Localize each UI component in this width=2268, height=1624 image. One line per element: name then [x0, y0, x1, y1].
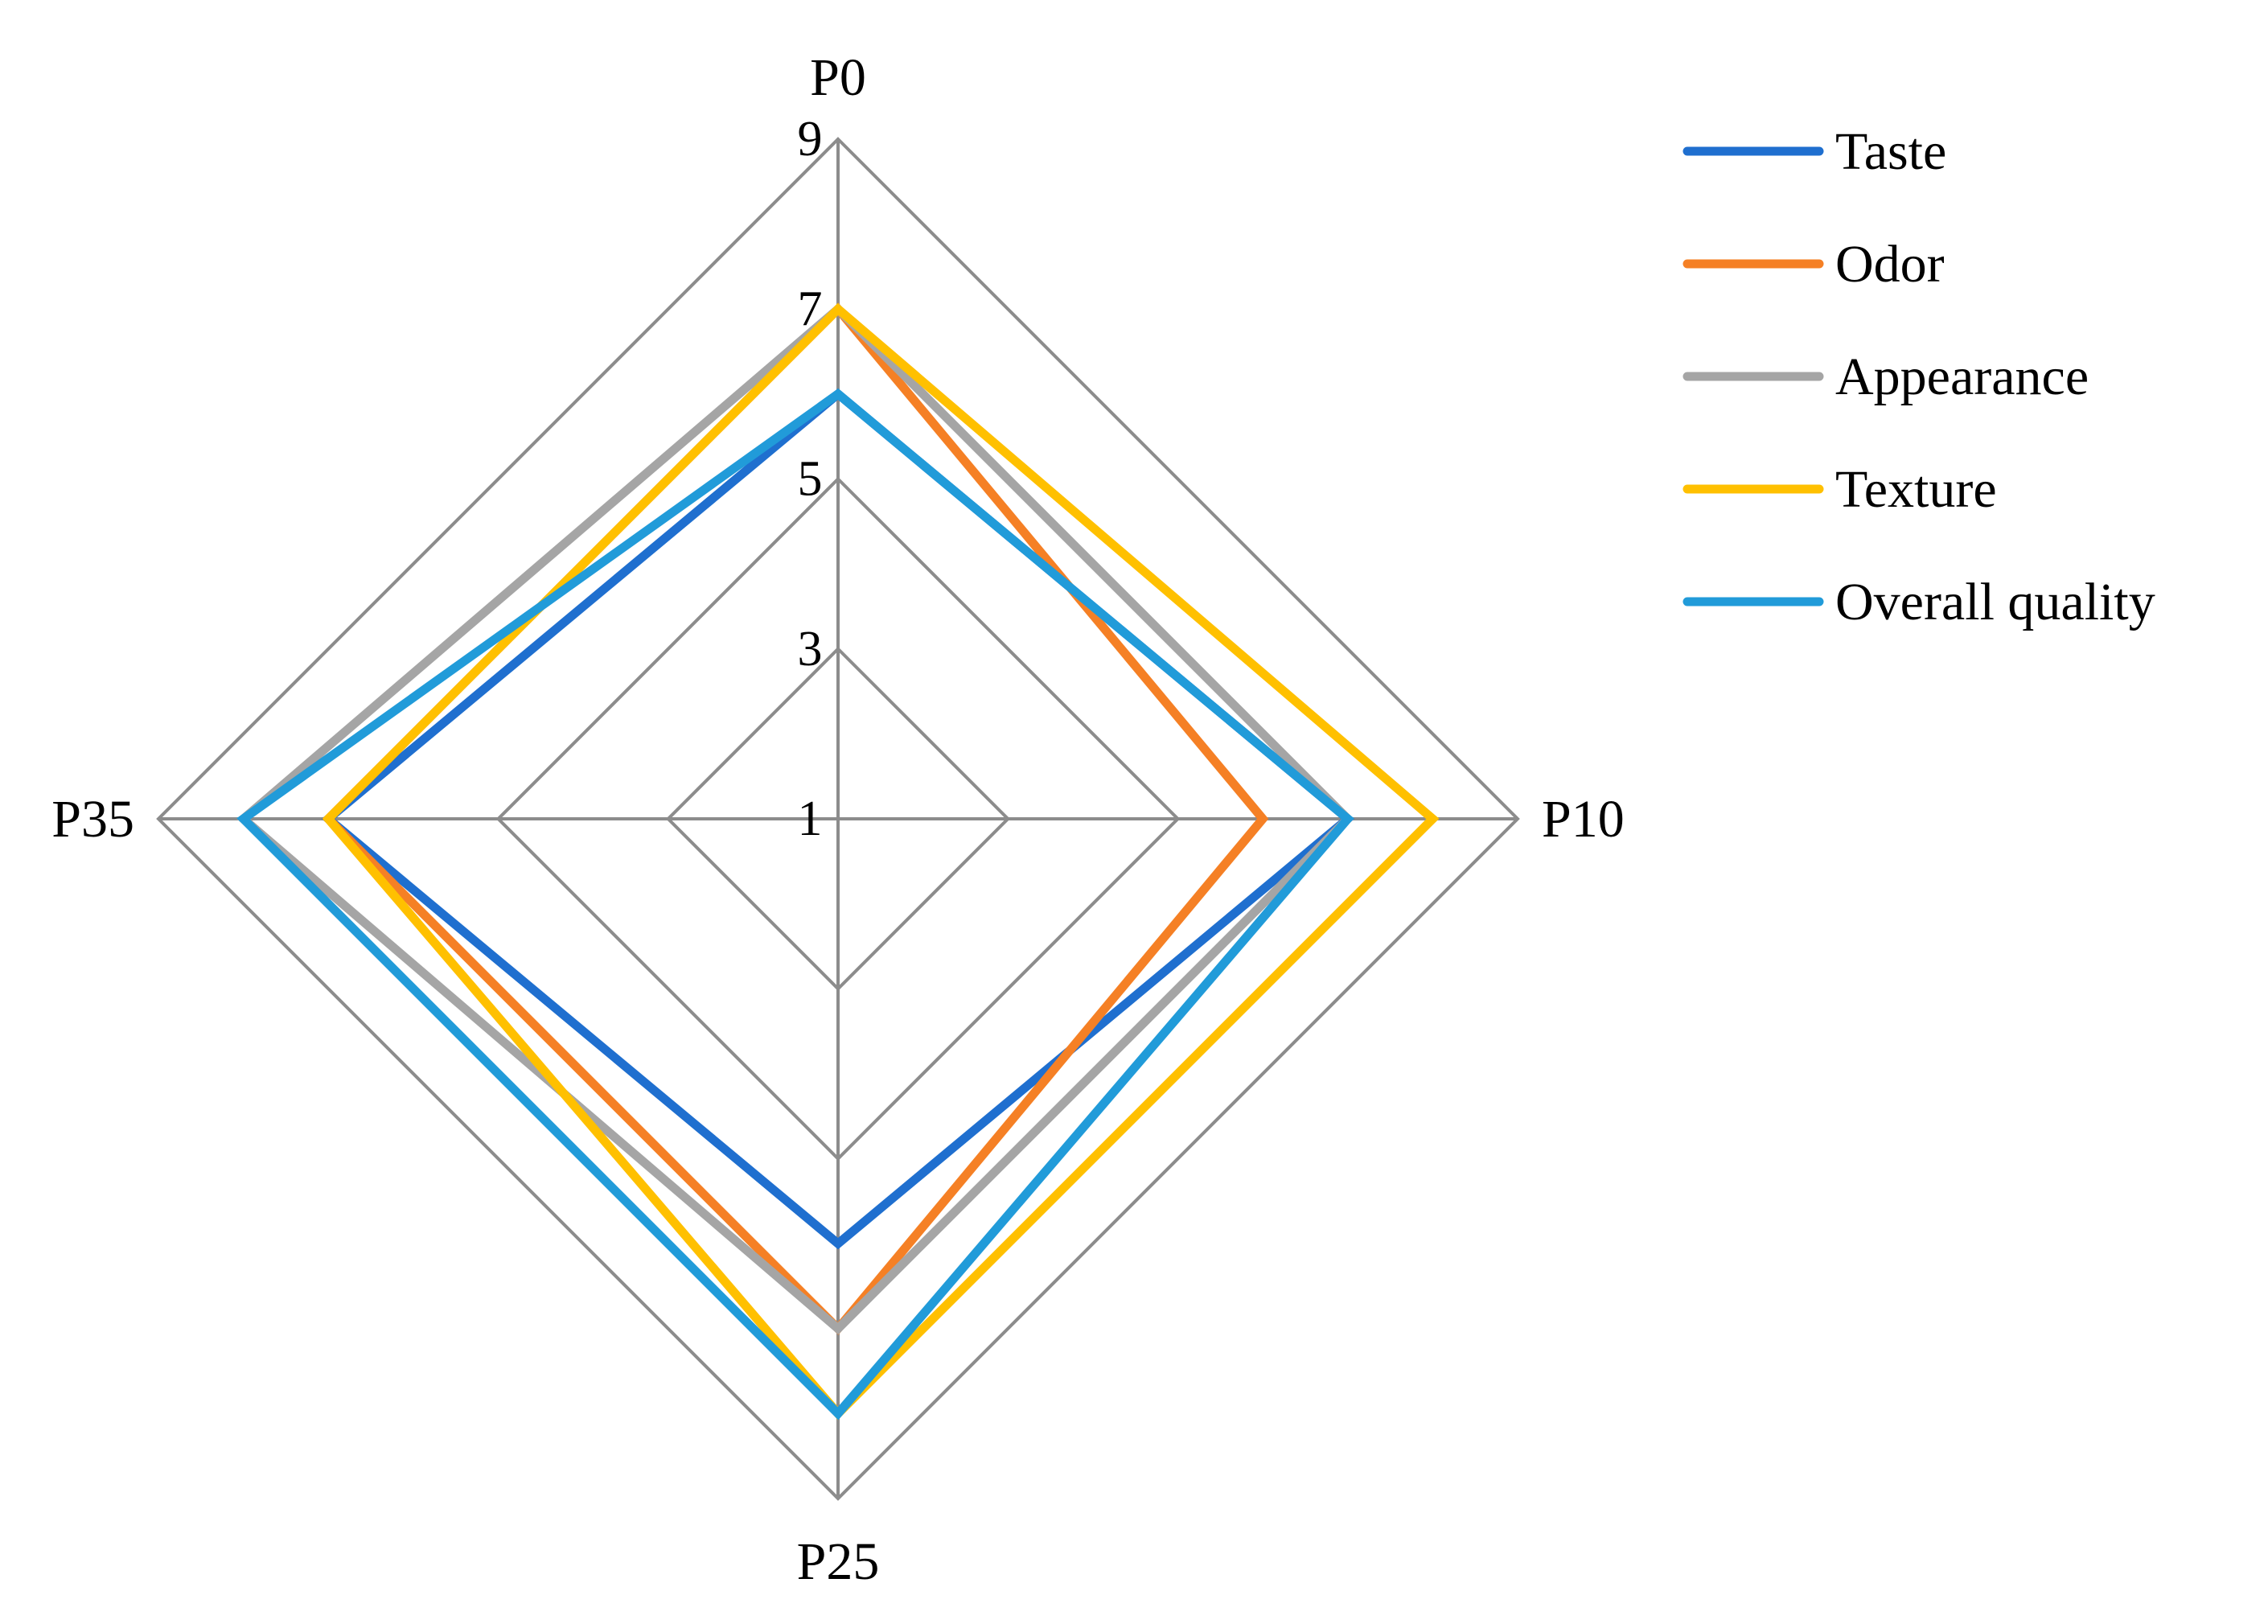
axis-label-p25: P25	[797, 1532, 880, 1591]
legend-label-appearance: Appearance	[1835, 347, 2089, 406]
tick-label-3: 3	[798, 622, 823, 676]
radar-series	[236, 302, 1440, 1420]
radar-axis-labels: P0 P10 P25 P35	[51, 48, 1624, 1591]
radar-grid	[156, 137, 1520, 1501]
axis-label-p35: P35	[51, 790, 134, 849]
axis-label-p10: P10	[1542, 790, 1625, 849]
series-appearance	[236, 302, 1354, 1335]
legend-label-overall-quality: Overall quality	[1835, 573, 2155, 631]
series-overall-quality	[236, 388, 1354, 1420]
legend: Taste Odor Appearance Texture Overall qualit…	[1683, 122, 2155, 631]
series-texture	[322, 302, 1440, 1420]
legend-label-texture: Texture	[1835, 460, 1997, 519]
axis-label-p0: P0	[810, 48, 866, 107]
tick-label-9: 9	[798, 112, 823, 167]
legend-label-odor: Odor	[1835, 235, 1945, 294]
tick-label-1: 1	[798, 791, 823, 846]
tick-label-5: 5	[798, 452, 823, 507]
legend-label-taste: Taste	[1835, 122, 1946, 181]
